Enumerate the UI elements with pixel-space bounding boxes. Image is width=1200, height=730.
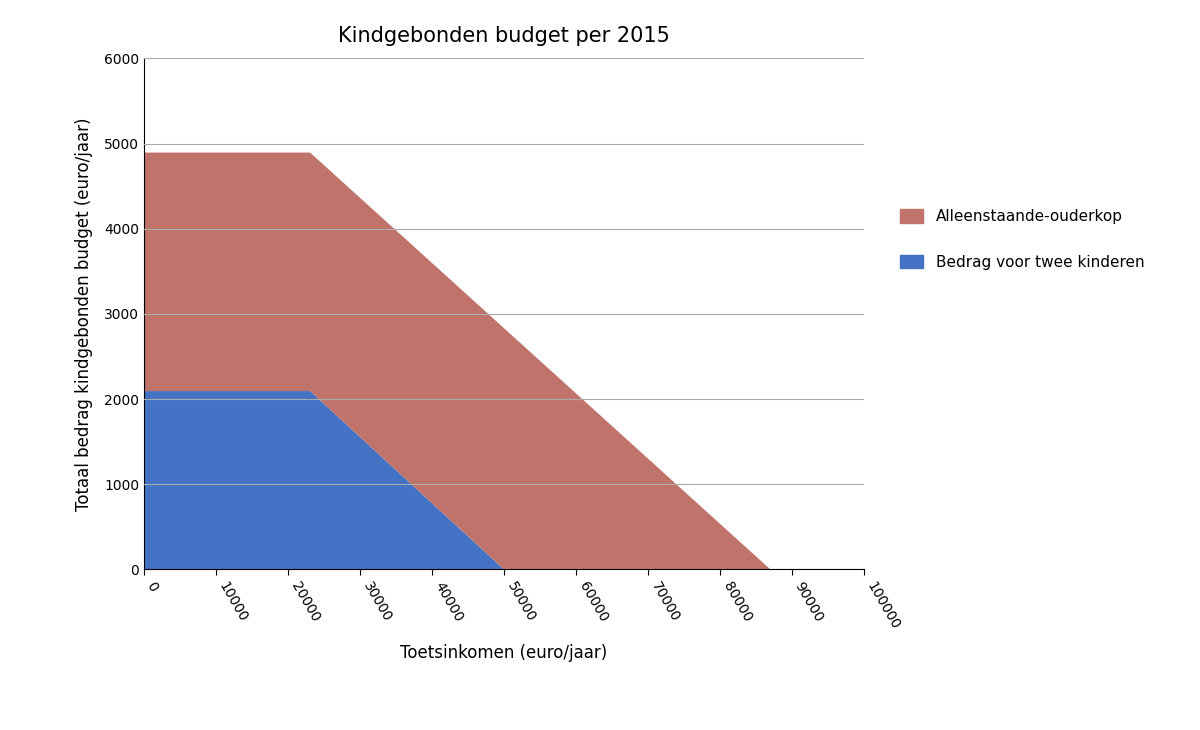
X-axis label: Toetsinkomen (euro/jaar): Toetsinkomen (euro/jaar) xyxy=(401,644,607,661)
Title: Kindgebonden budget per 2015: Kindgebonden budget per 2015 xyxy=(338,26,670,46)
Legend: Alleenstaande-ouderkop, Bedrag voor twee kinderen: Alleenstaande-ouderkop, Bedrag voor twee… xyxy=(900,209,1145,270)
Y-axis label: Totaal bedrag kindgebonden budget (euro/jaar): Totaal bedrag kindgebonden budget (euro/… xyxy=(74,117,92,511)
